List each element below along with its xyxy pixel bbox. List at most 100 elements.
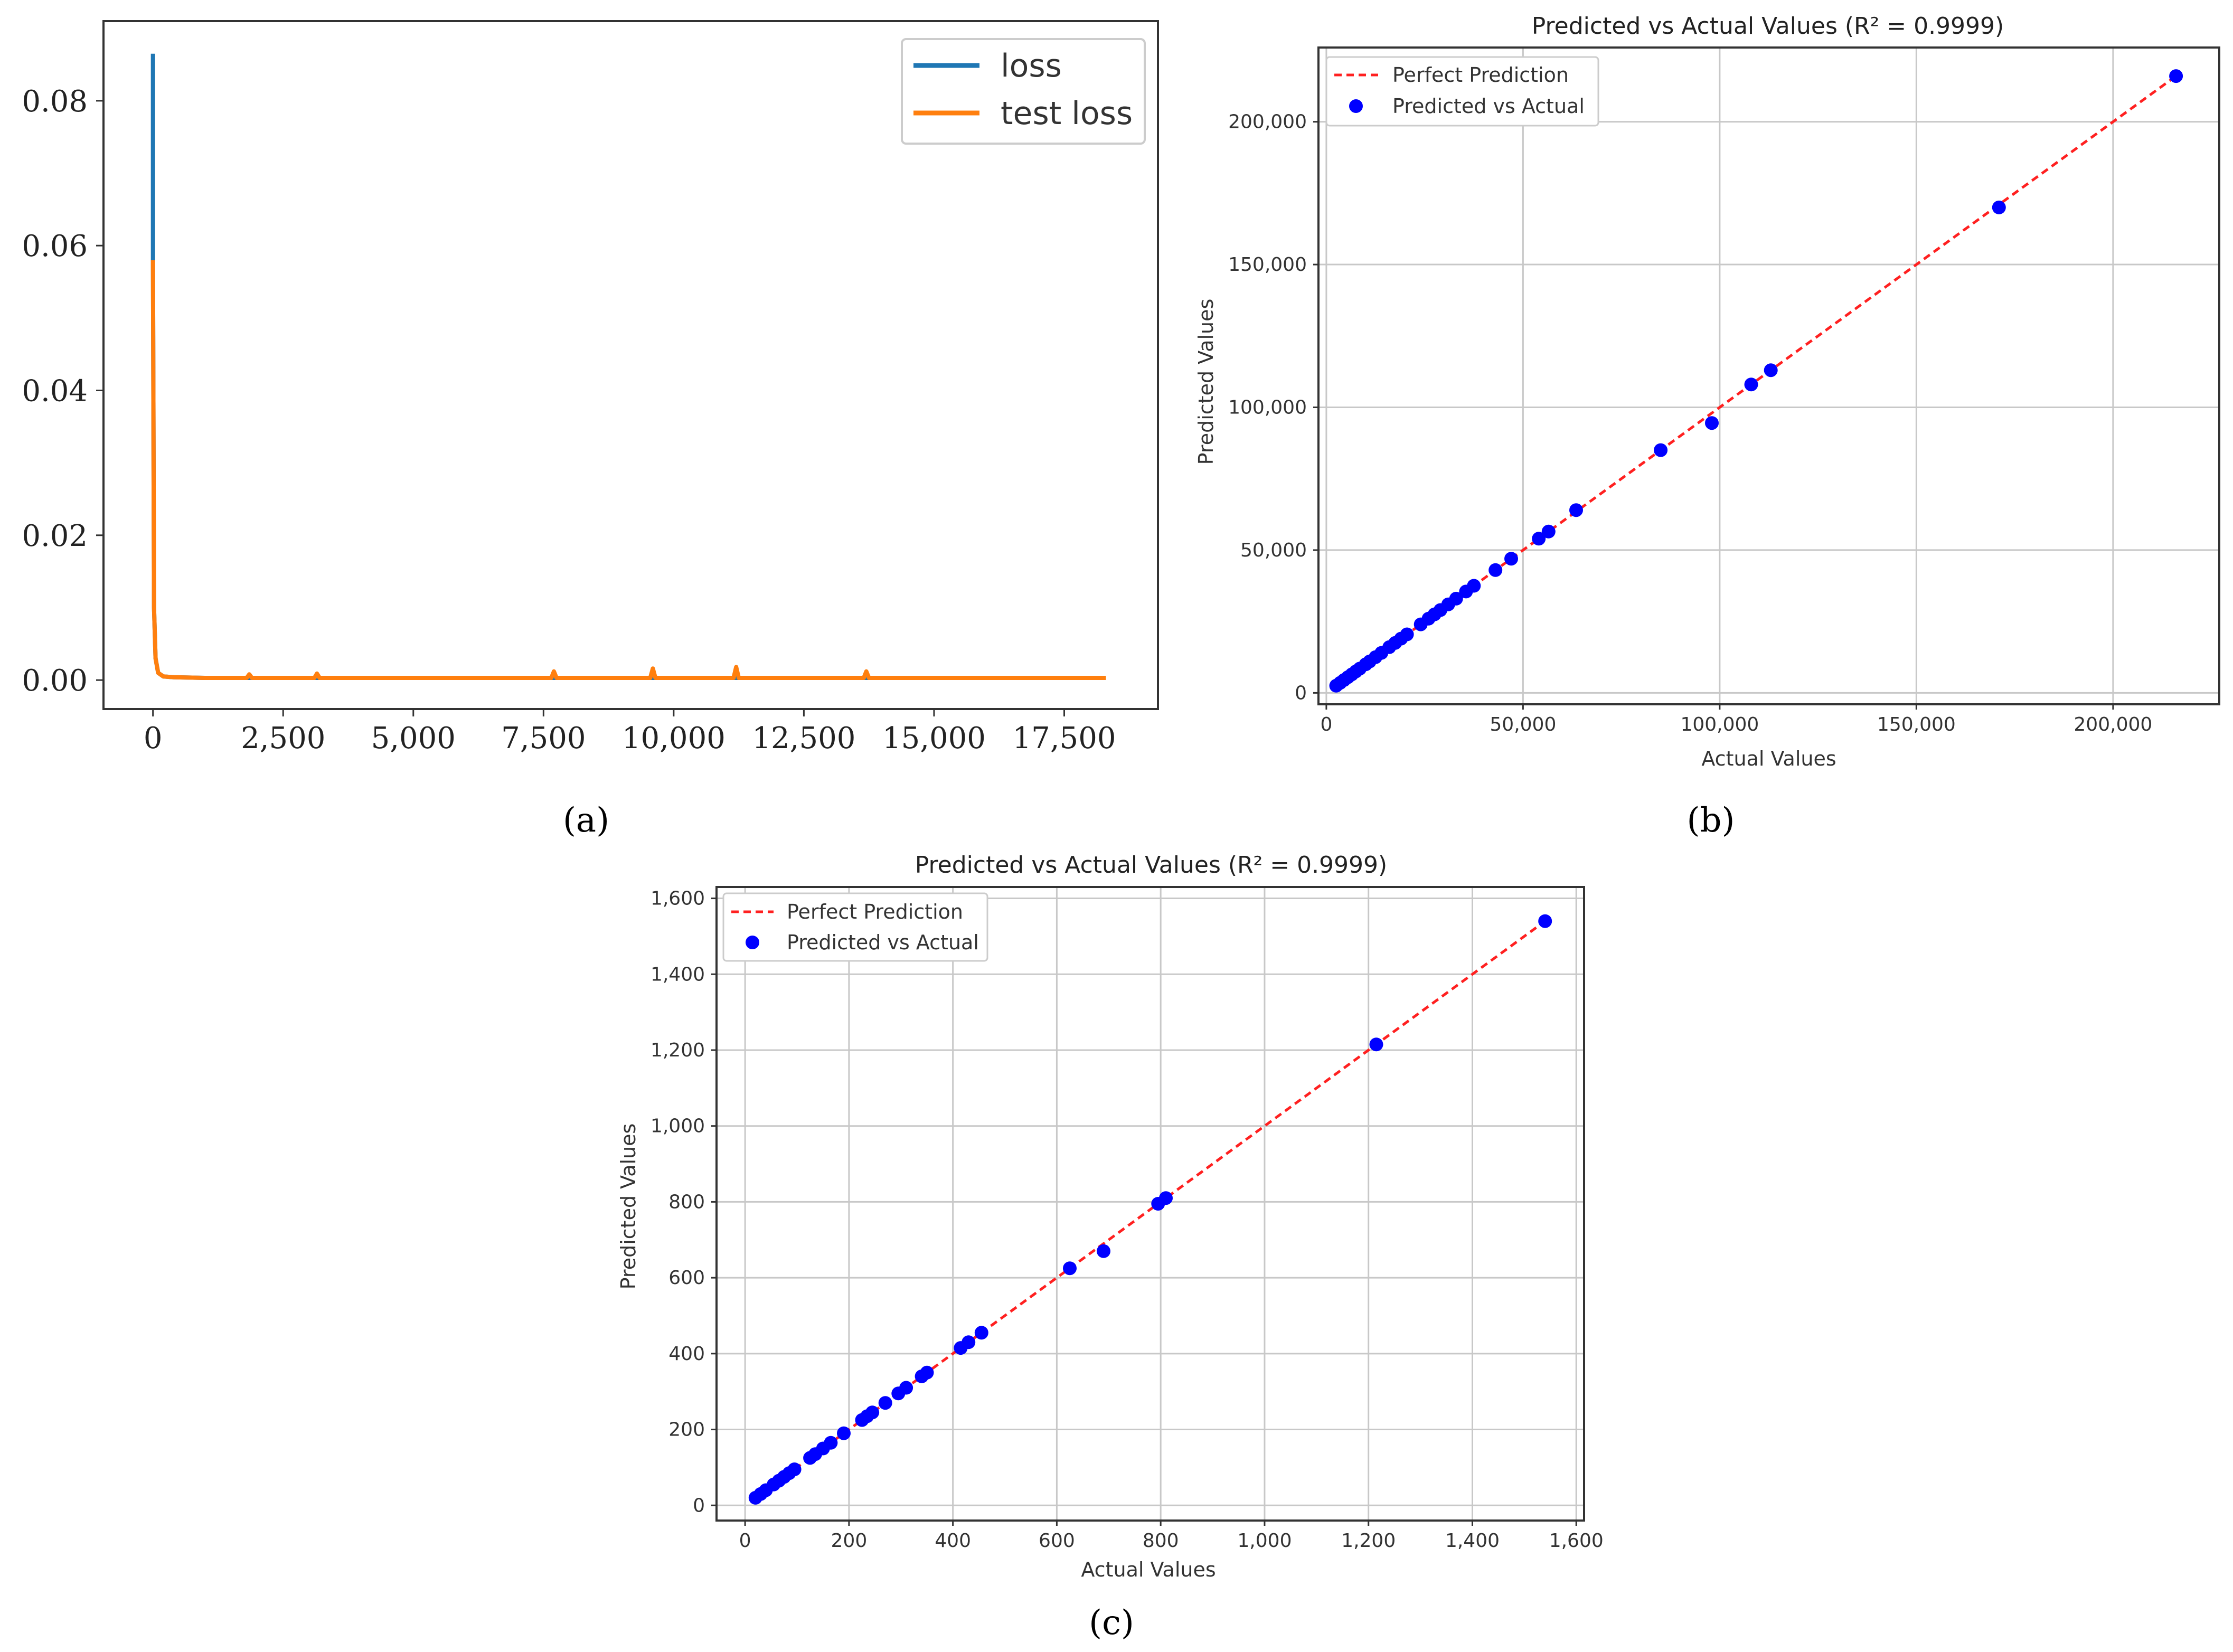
panel-b-title: Predicted vs Actual Values (R² = 0.9999)	[1532, 13, 2004, 40]
legend-label-predicted-vs-actual: Predicted vs Actual	[787, 931, 979, 954]
data-point	[1400, 627, 1414, 641]
legend-marker-predicted-vs-actual	[1349, 99, 1363, 113]
data-point	[962, 1335, 976, 1349]
panel-c-x-axis: 0 200 400 600 800 1,000 1,200 1,400 1,600	[739, 1521, 1604, 1552]
legend-label-predicted-vs-actual: Predicted vs Actual	[1392, 95, 1585, 118]
data-point	[974, 1326, 988, 1340]
data-point	[1532, 532, 1546, 546]
panel-a-series	[150, 53, 1106, 680]
panel-c-points	[748, 914, 1552, 1505]
x-tick-label: 1,200	[1341, 1530, 1396, 1552]
panel-b-scatter-chart: Predicted vs Actual Values (R² = 0.9999)…	[1194, 13, 2220, 840]
data-point	[1504, 552, 1518, 566]
legend-marker-predicted-vs-actual	[746, 936, 759, 949]
legend-label-perfect-prediction: Perfect Prediction	[787, 900, 963, 923]
y-tick-label: 100,000	[1228, 397, 1307, 418]
x-tick-label: 7,500	[501, 721, 586, 756]
data-point	[1654, 443, 1668, 457]
panel-c-title: Predicted vs Actual Values (R² = 0.9999)	[915, 852, 1387, 879]
panel-c-caption: (c)	[1089, 1603, 1134, 1642]
x-tick-label: 800	[1143, 1530, 1179, 1552]
data-point	[1097, 1244, 1110, 1258]
panel-b-grid	[1318, 48, 2219, 704]
data-point	[878, 1396, 892, 1410]
data-point	[837, 1426, 851, 1440]
legend-label-perfect-prediction: Perfect Prediction	[1392, 63, 1569, 87]
data-point	[1992, 200, 2006, 214]
panel-b-xlabel: Actual Values	[1701, 747, 1836, 770]
panel-c-plot-frame	[715, 886, 1585, 1522]
y-tick-label: 150,000	[1228, 254, 1307, 276]
data-point	[1541, 524, 1556, 539]
panel-a-y-axis: 0.00 0.02 0.04 0.06 0.08	[22, 84, 103, 698]
panel-c-scatter-chart: Predicted vs Actual Values (R² = 0.9999)…	[617, 852, 1604, 1642]
panel-b-legend-box	[1325, 56, 1599, 127]
data-point	[865, 1405, 880, 1420]
panel-c-legend-box	[722, 892, 988, 962]
panel-c-xlabel: Actual Values	[1081, 1558, 1216, 1581]
panel-c-legend: Perfect Prediction Predicted vs Actual	[722, 892, 988, 962]
panel-a-plot-frame	[102, 20, 1159, 710]
data-point	[787, 1462, 802, 1476]
x-tick-label: 1,400	[1445, 1530, 1500, 1552]
legend-label-loss: loss	[1001, 48, 1062, 84]
y-tick-label: 800	[668, 1191, 705, 1213]
y-tick-label: 0.06	[22, 229, 88, 263]
panel-b-caption: (b)	[1687, 801, 1735, 840]
panel-c-grid	[717, 887, 1584, 1521]
y-tick-label: 1,600	[651, 888, 705, 910]
x-tick-label: 12,500	[752, 721, 855, 756]
data-point	[899, 1381, 913, 1395]
x-tick-label: 0	[1320, 714, 1332, 735]
x-tick-label: 100,000	[1680, 714, 1759, 735]
data-point	[920, 1365, 934, 1380]
x-tick-label: 600	[1039, 1530, 1075, 1552]
data-point	[1159, 1191, 1173, 1205]
x-tick-label: 0	[739, 1530, 751, 1552]
y-tick-label: 400	[668, 1343, 705, 1365]
panel-b-ylabel: Predicted Values	[1194, 299, 1218, 465]
y-tick-label: 50,000	[1240, 540, 1307, 561]
x-tick-label: 15,000	[882, 721, 986, 756]
x-tick-label: 200	[831, 1530, 868, 1552]
x-tick-label: 17,500	[1013, 721, 1116, 756]
x-tick-label: 5,000	[371, 721, 456, 756]
x-tick-label: 2,500	[241, 721, 325, 756]
x-tick-label: 0	[144, 721, 163, 756]
y-tick-label: 1,400	[651, 964, 705, 985]
series-line-test-loss	[150, 260, 1106, 680]
panel-c-y-axis: 0 200 400 600 800 1,000 1,200 1,400 1,600	[651, 888, 717, 1516]
legend-label-test-loss: test loss	[1001, 95, 1133, 132]
panel-a-loss-chart: 0.00 0.02 0.04 0.06 0.08 0 2,500 5,000 7,500 10,…	[22, 20, 1159, 840]
x-tick-label: 150,000	[1877, 714, 1956, 735]
panel-b-legend: Perfect Prediction Predicted vs Actual	[1325, 56, 1599, 127]
panel-b-points	[1329, 69, 2183, 693]
y-tick-label: 0.02	[22, 519, 88, 553]
panel-a-caption: (a)	[563, 801, 609, 840]
panel-b-y-axis: 0 50,000 100,000 150,000 200,000	[1228, 111, 1318, 704]
panel-a-legend: loss test loss	[901, 38, 1146, 145]
y-tick-label: 0.04	[22, 374, 88, 409]
y-tick-label: 1,000	[651, 1116, 705, 1137]
data-point	[1488, 563, 1503, 577]
y-tick-label: 200	[668, 1419, 705, 1441]
data-point	[1449, 591, 1463, 606]
x-tick-label: 200,000	[2074, 714, 2152, 735]
data-point	[1538, 914, 1552, 928]
series-line-loss	[150, 53, 1106, 680]
data-point	[1744, 377, 1758, 392]
y-tick-label: 0	[693, 1495, 705, 1516]
y-tick-label: 600	[668, 1267, 705, 1289]
data-point	[1467, 579, 1481, 593]
y-tick-label: 0.08	[22, 84, 88, 119]
panel-b-plot-frame	[1317, 46, 2220, 705]
y-tick-label: 200,000	[1228, 111, 1307, 133]
x-tick-label: 10,000	[622, 721, 726, 756]
x-tick-label: 1,600	[1549, 1530, 1604, 1552]
data-point	[1569, 503, 1583, 517]
y-tick-label: 0.00	[22, 664, 88, 698]
x-tick-label: 400	[935, 1530, 971, 1552]
data-point	[1369, 1037, 1383, 1052]
data-point	[2169, 69, 2183, 83]
